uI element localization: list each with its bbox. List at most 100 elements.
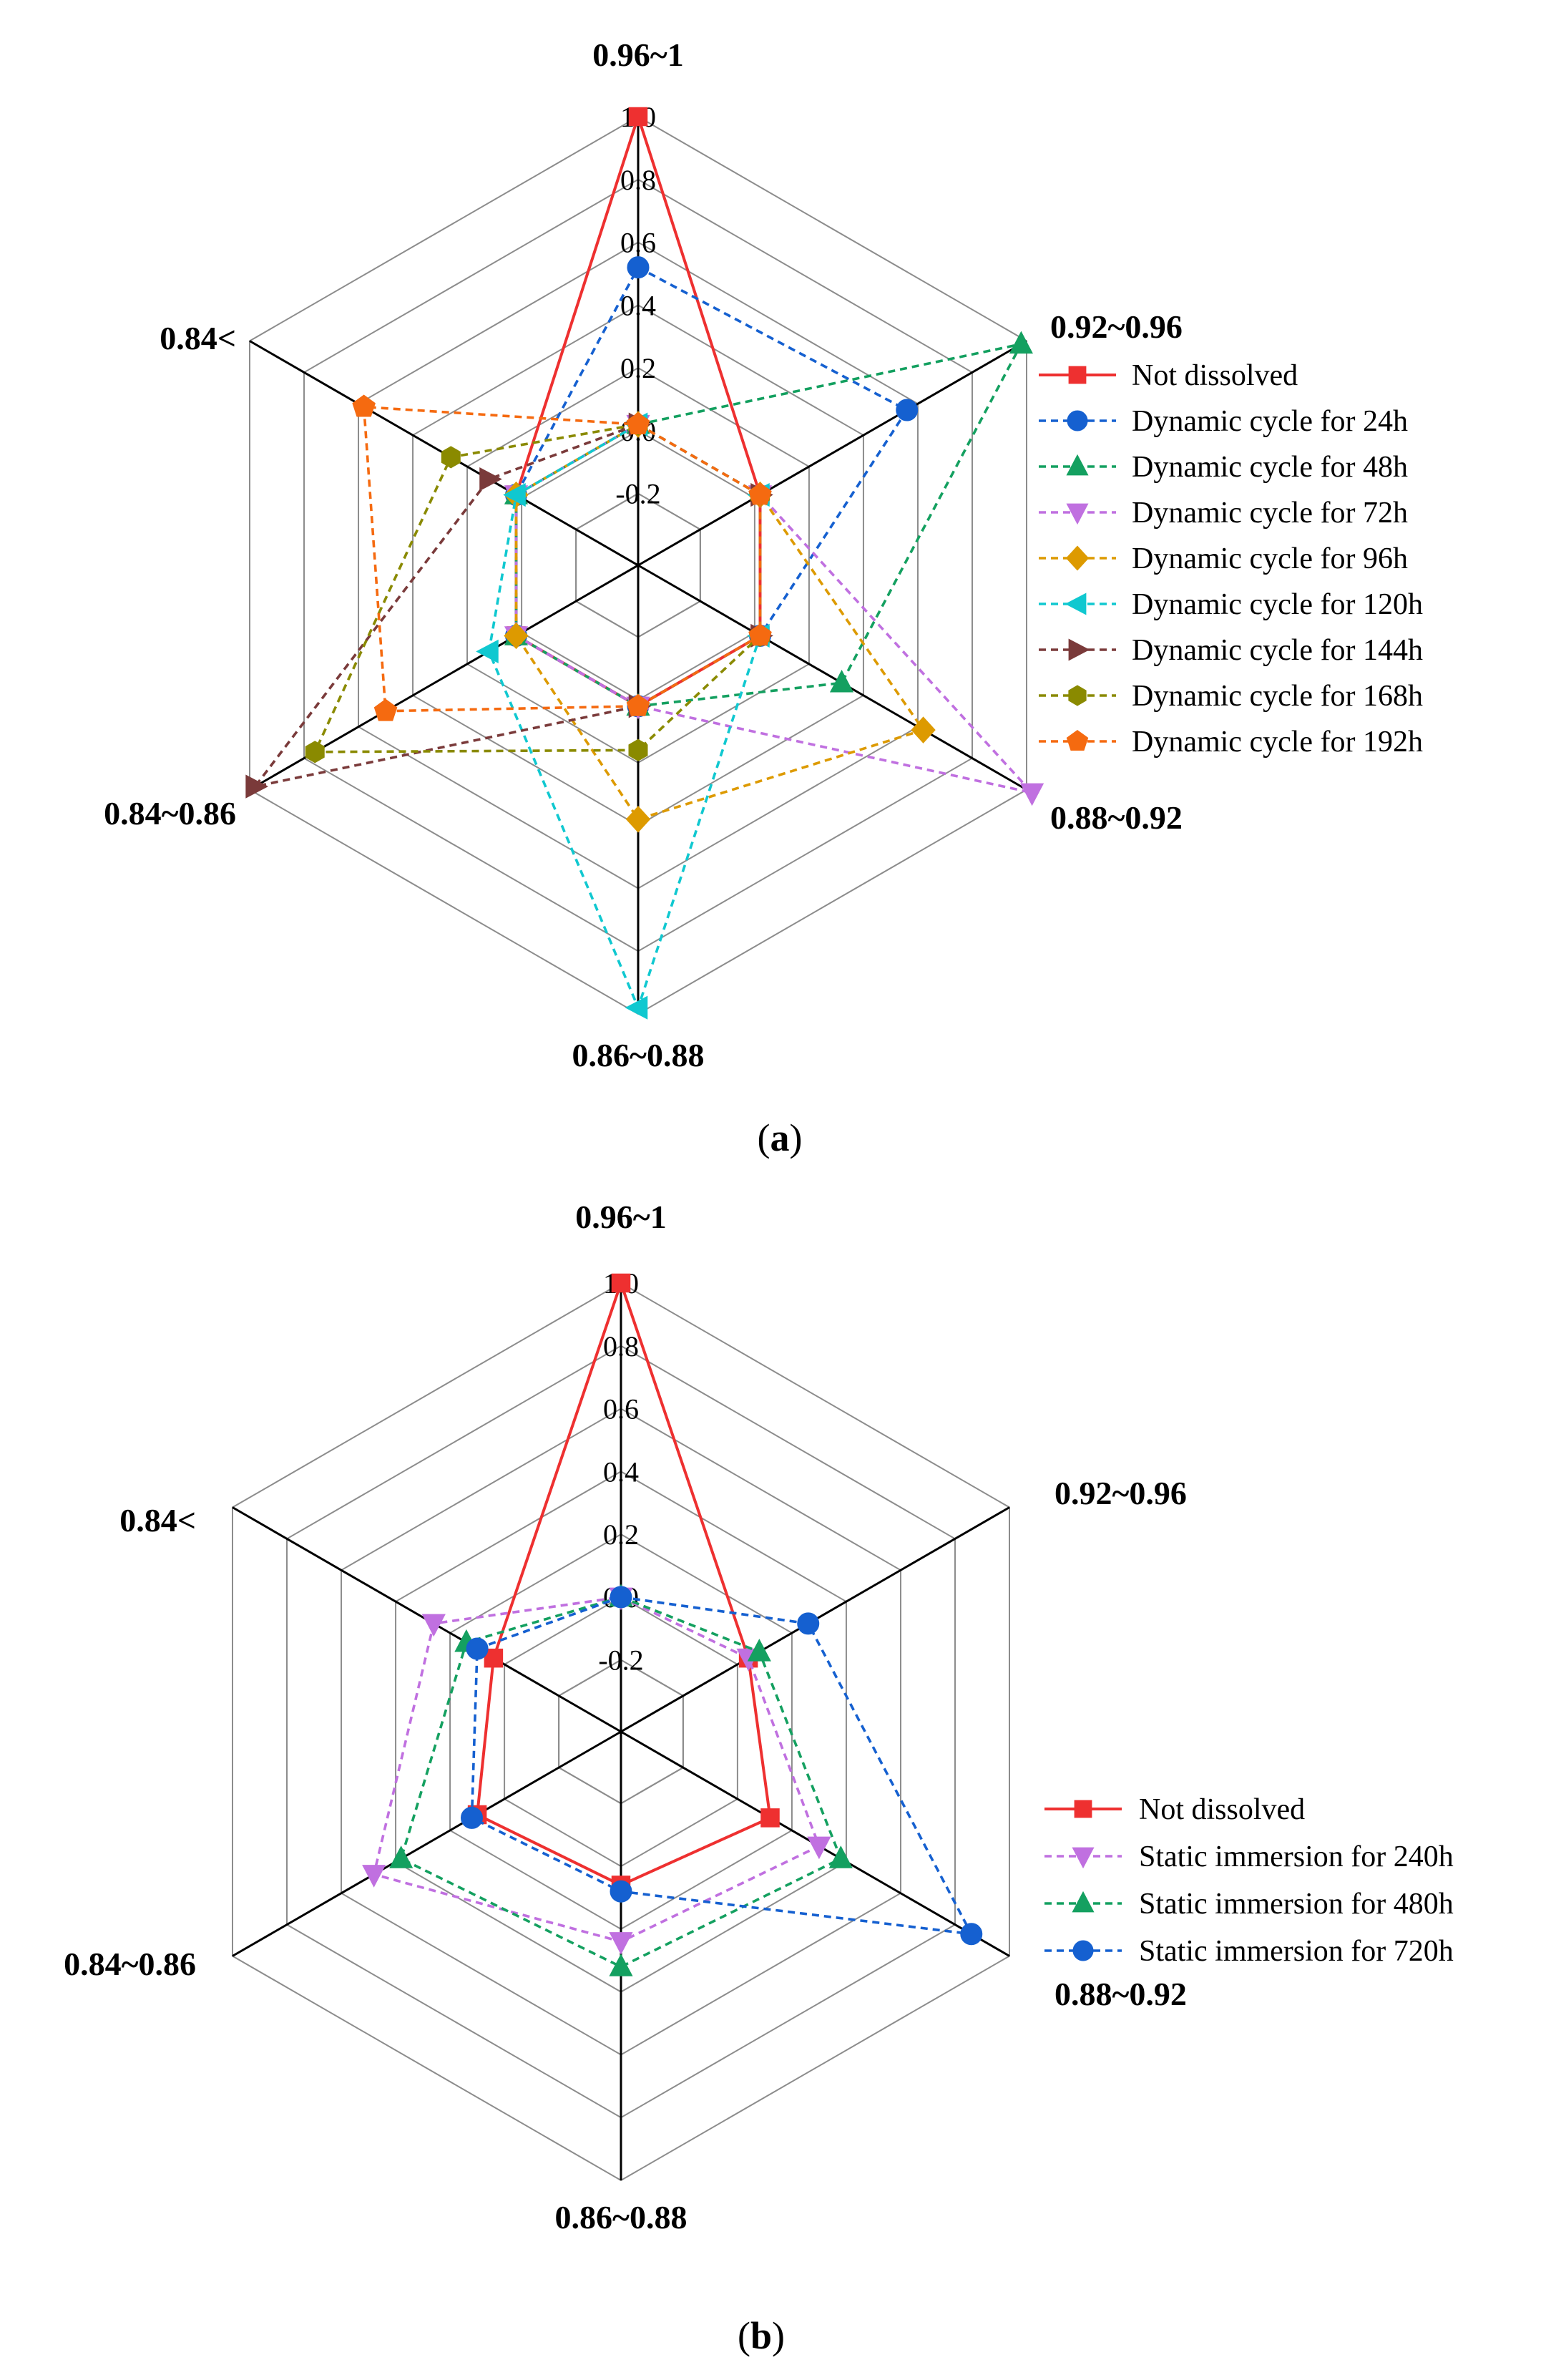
data-point [352, 394, 376, 417]
data-point [466, 1637, 489, 1660]
radial-tick-label: 0.6 [620, 227, 656, 259]
data-point [829, 669, 854, 693]
legend-label: Not dissolved [1139, 1793, 1305, 1826]
panel-label-close: ) [772, 2314, 785, 2357]
data-point [609, 1932, 633, 1955]
radial-tick-label: -0.2 [598, 1644, 643, 1677]
panel-label-letter: a [770, 1116, 790, 1159]
data-point [627, 256, 650, 279]
panel-label-open: ( [758, 1116, 770, 1159]
data-point [305, 741, 325, 764]
legend-marker [1072, 1847, 1095, 1869]
data-point [626, 693, 650, 716]
data-point [625, 806, 651, 833]
radial-tick-label: 0.2 [603, 1518, 639, 1551]
data-point [421, 1614, 446, 1637]
legend-label: Static immersion for 480h [1139, 1888, 1454, 1921]
data-point [960, 1923, 983, 1946]
legend-marker [1068, 366, 1087, 384]
axis-titles: 0.96~1 0.92~0.96 0.88~0.92 0.86~0.88 0.84~0.… [104, 36, 1183, 1073]
data-point [610, 1586, 632, 1609]
radar-panel-a: -0.20.00.20.40.60.81.00.96~10.92~0.960.8… [104, 36, 1423, 1159]
legend-marker [1068, 685, 1087, 706]
legend-marker [1066, 503, 1089, 525]
axis-title: 0.86~0.88 [555, 2199, 687, 2235]
series-dynamic-cycle-for-96h [504, 411, 936, 833]
data-point [389, 1845, 414, 1868]
legend-label: Dynamic cycle for 96h [1132, 542, 1408, 575]
data-point [760, 1808, 780, 1828]
radial-tick-labels: -0.20.00.20.40.60.81.0 [598, 1267, 643, 1677]
axis-title: 0.88~0.92 [1054, 1976, 1187, 2012]
data-point [896, 399, 919, 421]
axis-title: 0.92~0.96 [1050, 308, 1183, 345]
data-point [628, 738, 648, 761]
legend-marker [1072, 1891, 1095, 1913]
series-line [253, 423, 762, 788]
data-point [797, 1612, 820, 1635]
series-group [362, 1273, 983, 1976]
data-point [503, 482, 526, 507]
data-point [628, 107, 648, 127]
axis-title: 0.96~1 [592, 36, 683, 73]
axis-spoke [637, 564, 1027, 791]
radial-tick-label: 0.2 [620, 352, 656, 384]
legend-marker [1074, 1800, 1092, 1818]
legend-label: Dynamic cycle for 24h [1132, 405, 1408, 438]
legend-marker [1066, 454, 1089, 476]
axis-title: 0.88~0.92 [1050, 799, 1183, 836]
legend-label: Static immersion for 720h [1139, 1935, 1454, 1968]
data-point [476, 639, 499, 663]
series-line [514, 265, 909, 708]
legend-label: Not dissolved [1132, 359, 1298, 392]
legend-label: Dynamic cycle for 72h [1132, 497, 1408, 530]
data-point [807, 1836, 831, 1860]
data-point [626, 412, 650, 434]
legend-label: Dynamic cycle for 120h [1132, 588, 1423, 621]
data-point [362, 1865, 386, 1888]
legend-marker [1072, 1940, 1094, 1961]
axis-title: 0.84~0.86 [104, 795, 236, 831]
data-point [610, 1880, 632, 1903]
axis-spoke [232, 1730, 622, 1957]
panel-label-close: ) [790, 1116, 803, 1159]
axis-title: 0.96~1 [575, 1199, 666, 1235]
axis-title: 0.92~0.96 [1054, 1475, 1187, 1511]
data-point [625, 995, 648, 1020]
series-line [514, 343, 1023, 708]
axis-title: 0.86~0.88 [572, 1037, 705, 1073]
panel-label-open: ( [738, 2314, 750, 2357]
radial-tick-label: 0.8 [603, 1330, 639, 1362]
legend-marker [1068, 638, 1090, 661]
radial-tick-label: 0.4 [603, 1455, 639, 1488]
axis-spoke [637, 340, 1027, 567]
data-point [245, 774, 268, 799]
series-dynamic-cycle-for-24h [504, 256, 919, 718]
radial-tick-label: 0.6 [603, 1393, 639, 1425]
data-point [609, 1954, 633, 1976]
legend-marker [1065, 592, 1087, 615]
panel-label-letter: b [750, 2314, 772, 2357]
radial-tick-label: 0.4 [620, 289, 656, 321]
axis-title: 0.84< [160, 320, 236, 356]
axis-titles: 0.96~1 0.92~0.96 0.88~0.92 0.86~0.88 0.84~0.… [64, 1199, 1187, 2235]
axis-title: 0.84< [119, 1502, 196, 1538]
legend-marker [1066, 729, 1089, 751]
series-line [514, 423, 925, 821]
data-point [1009, 331, 1033, 354]
legend-marker [1065, 545, 1090, 571]
data-point [479, 467, 502, 492]
data-point [441, 446, 461, 469]
data-point [828, 1845, 853, 1868]
radial-tick-label: 0.8 [620, 164, 656, 196]
legend-label: Dynamic cycle for 168h [1132, 680, 1423, 713]
legend-label: Dynamic cycle for 192h [1132, 726, 1423, 759]
data-point [748, 482, 772, 505]
data-point [748, 623, 772, 646]
legend-label: Dynamic cycle for 144h [1132, 634, 1423, 667]
panel-label: (a) [758, 1116, 803, 1159]
legend: Not dissolved Static immersion for 240h St… [1044, 1793, 1454, 1968]
series-line [470, 1596, 973, 1936]
